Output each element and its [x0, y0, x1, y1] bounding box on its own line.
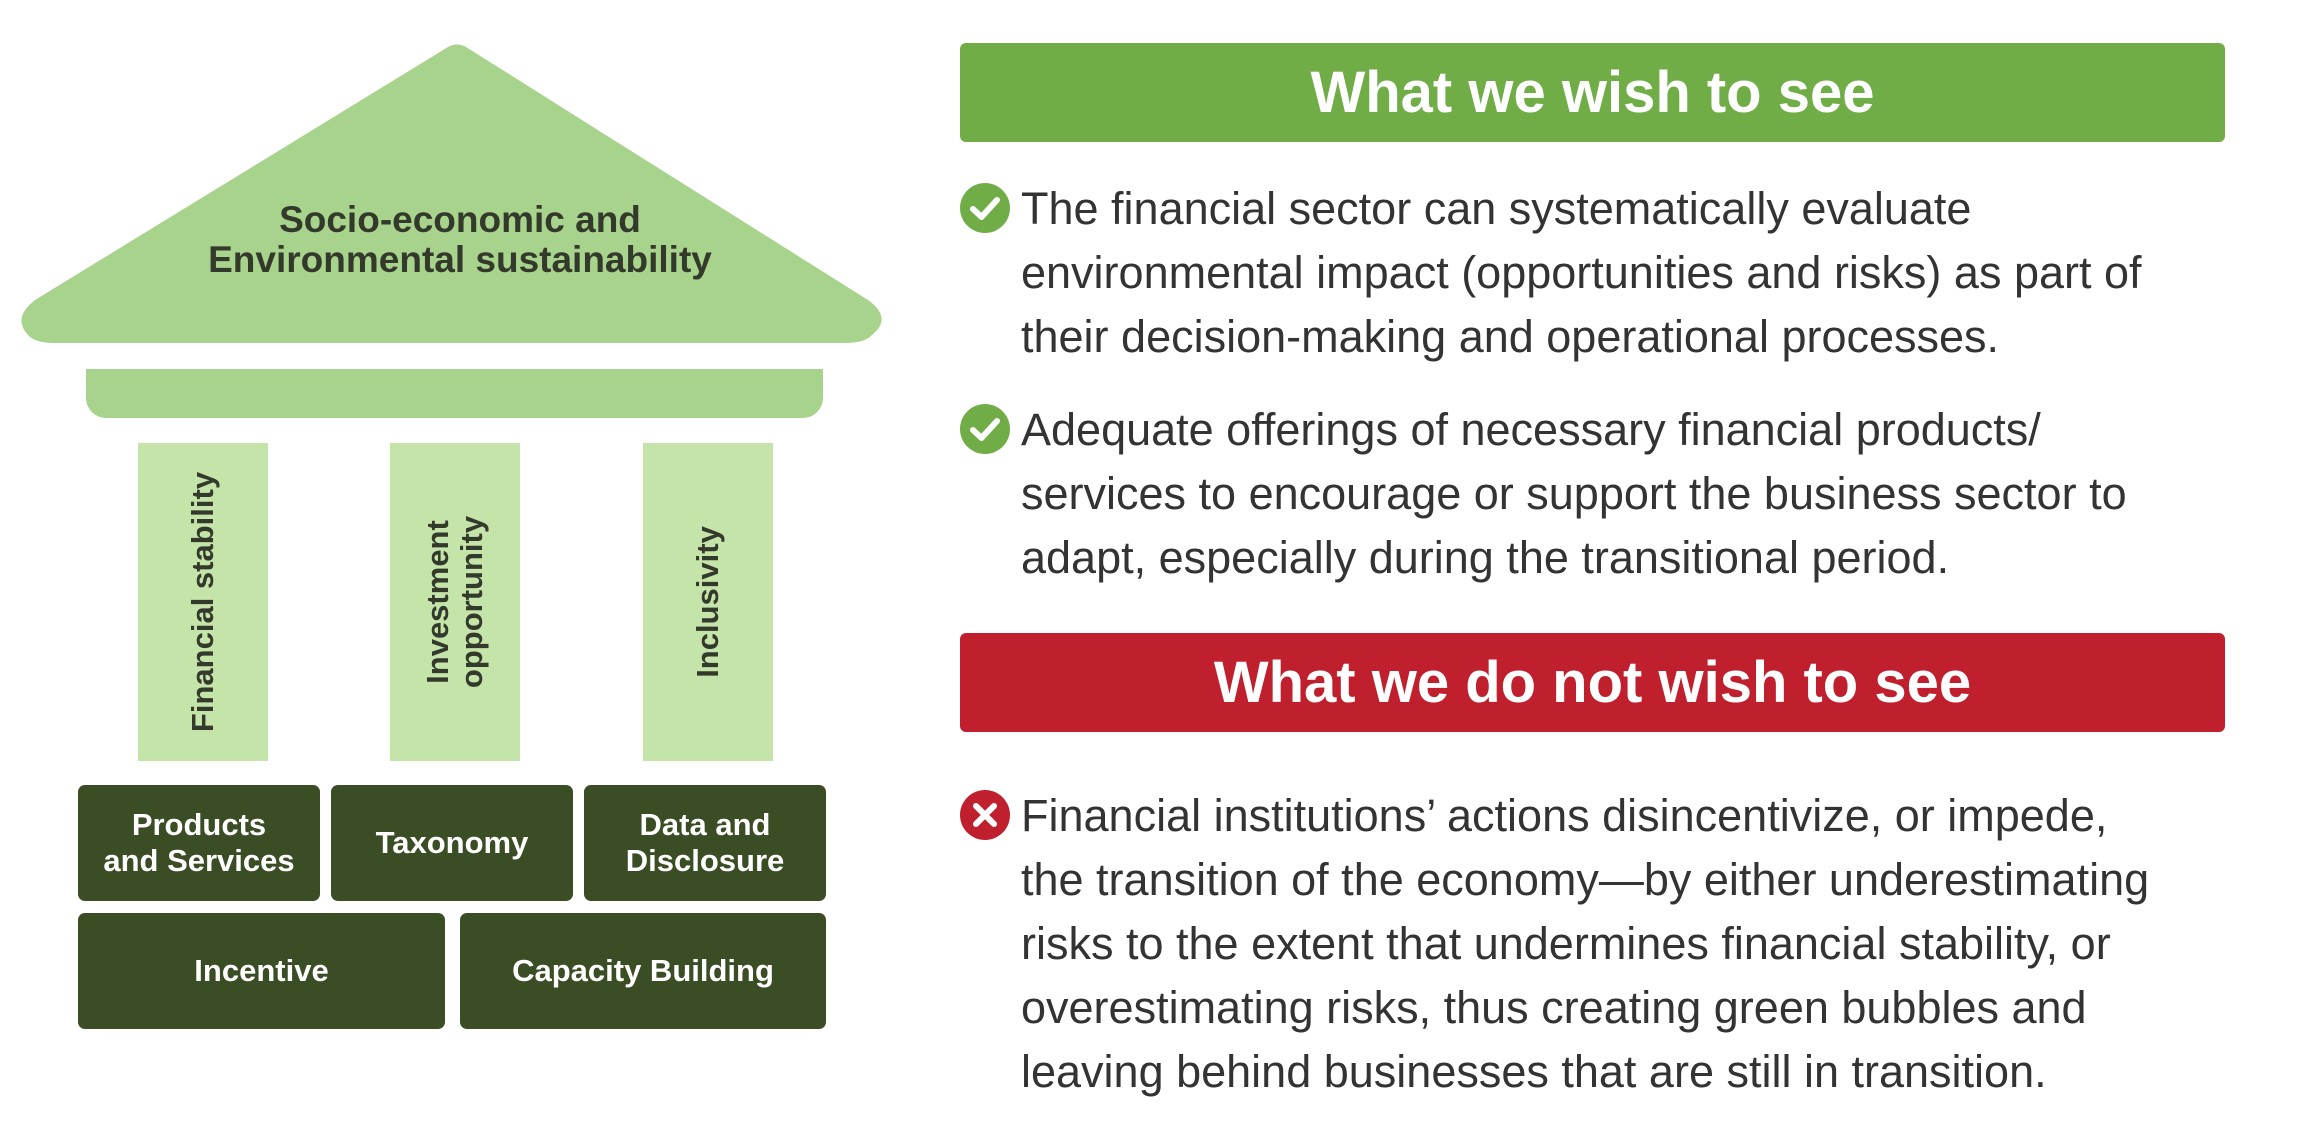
foundation-label-line: Incentive	[194, 953, 329, 988]
pillar-label-line: Investment	[420, 520, 455, 684]
roof	[21, 44, 882, 343]
text-line: environmental impact (opportunities and …	[1021, 247, 2142, 298]
roof-title-line: Socio-economic and	[279, 199, 641, 240]
foundation-taxonomy: Taxonomy	[331, 785, 573, 901]
foundation-label-line: Disclosure	[625, 843, 785, 878]
text-line: leaving behind businesses that are still…	[1021, 1046, 2047, 1097]
pillar-label-line: Inclusivity	[690, 526, 725, 678]
text-line: services to encourage or support the bus…	[1021, 468, 2127, 519]
foundation-capacity-building: Capacity Building	[460, 913, 826, 1029]
foundation-label-line: Taxonomy	[375, 825, 529, 860]
x-circle-icon	[960, 790, 1010, 840]
wish-item-text: Adequate offerings of necessary financia…	[1021, 398, 2321, 590]
not-wish-heading: What we do not wish to see	[960, 633, 2225, 732]
pillar-label: Inclusivity	[690, 526, 725, 678]
wish-item-text: The financial sector can systematically …	[1021, 177, 2321, 369]
foundation-label-line: Data and	[639, 807, 771, 842]
check-circle-icon	[960, 183, 1010, 233]
foundation-data-and-disclosure: Data and Disclosure	[584, 785, 826, 901]
foundation-label-line: Products	[131, 807, 267, 842]
foundation-products-and-services: Products and Services	[78, 785, 320, 901]
pillar-inclusivity: Inclusivity	[643, 443, 773, 761]
foundation-label-line: Capacity Building	[512, 953, 774, 988]
wish-heading: What we wish to see	[960, 43, 2225, 142]
pillar-label: Financial stability	[185, 471, 220, 733]
foundation-incentive: Incentive	[78, 913, 445, 1029]
text-line: The financial sector can systematically …	[1021, 183, 1972, 234]
roof-title-line: Environmental sustainability	[208, 239, 712, 280]
not-wish-item-text: Financial institutions’ actions disincen…	[1021, 784, 2321, 1104]
text-line: risks to the extent that undermines fina…	[1021, 918, 2111, 969]
text-line: overestimating risks, thus creating gree…	[1021, 982, 2087, 1033]
roof-title: Socio-economic and Environmental sustain…	[140, 200, 780, 280]
roof-shape	[21, 44, 882, 343]
roof-beam	[86, 369, 823, 418]
pillar-label-line: Financial stability	[185, 471, 220, 733]
foundation-label-line: and Services	[103, 843, 295, 878]
pillar-label-line: opportunity	[454, 515, 489, 689]
pillar-label: Investment opportunity	[420, 515, 489, 689]
check-circle-icon	[960, 404, 1010, 454]
text-line: adapt, especially during the transitiona…	[1021, 532, 1950, 583]
text-line: Adequate offerings of necessary financia…	[1021, 404, 2041, 455]
pillar-financial-stability: Financial stability	[138, 443, 268, 761]
text-line: the transition of the economy—by either …	[1021, 854, 2150, 905]
pillar-investment-opportunity: Investment opportunity	[390, 443, 520, 761]
text-line: their decision-making and operational pr…	[1021, 311, 2000, 362]
text-line: Financial institutions’ actions disincen…	[1021, 790, 2108, 841]
